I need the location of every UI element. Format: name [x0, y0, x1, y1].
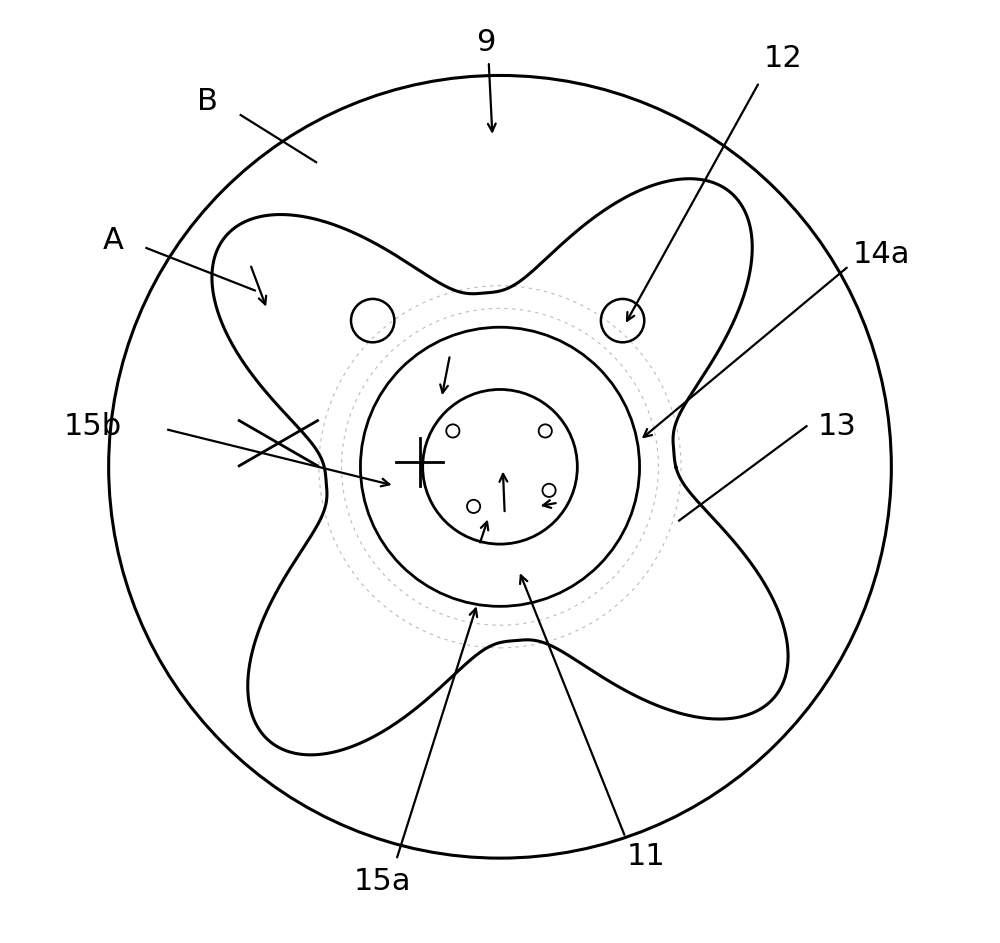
- Text: 13: 13: [818, 412, 857, 440]
- Text: 15b: 15b: [64, 412, 122, 440]
- Text: 14a: 14a: [853, 240, 911, 269]
- Text: 12: 12: [764, 44, 802, 73]
- Text: A: A: [103, 226, 124, 255]
- Text: B: B: [197, 88, 218, 116]
- Text: 9: 9: [476, 28, 496, 57]
- Text: 11: 11: [627, 842, 666, 870]
- Text: 15a: 15a: [353, 868, 411, 896]
